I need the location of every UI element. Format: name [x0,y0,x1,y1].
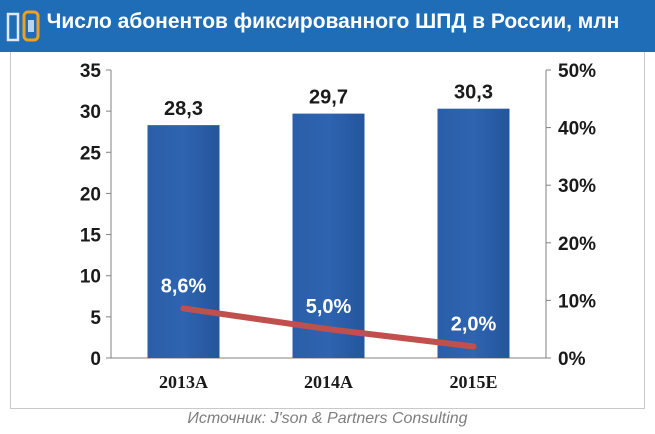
y-tick-label-right: 10% [558,291,596,312]
x-tick-label: 2015Е [449,372,497,392]
y-tick-label-right: 30% [558,176,596,197]
y-tick-label-left: 10 [80,267,101,288]
y-tick-label-right: 0% [558,349,586,370]
chart-title: Число абонентов фиксированного ШПД в Рос… [46,10,620,33]
y-tick-label-left: 30 [80,102,101,123]
y-tick-label-right: 50% [558,61,596,82]
chart-panel: 0 5 10 15 20 25 30 35 0% 10% 20% 30% 40% 50% 28,3 2013А… [10,52,645,409]
bar [147,125,220,358]
x-tick-label: 2013А [159,372,208,392]
source-note: Источник: J'son & Partners Consulting [187,410,468,427]
bar-value-label: 29,7 [309,87,348,109]
bar-value-label: 30,3 [454,82,493,104]
line-value-label: 8,6% [161,275,207,297]
y-tick-label-left: 15 [80,226,102,247]
chart: 0 5 10 15 20 25 30 35 0% 10% 20% 30% 40% 50% 28,3 2013А… [80,61,596,392]
y-tick-label-right: 40% [558,119,596,140]
y-tick-label-right: 20% [558,234,596,255]
y-tick-label-left: 35 [80,61,102,82]
y-tick-label-left: 25 [80,143,102,164]
logo-icon [6,10,40,42]
y-tick-label-left: 20 [80,184,101,205]
bar-value-label: 28,3 [164,98,203,120]
y-tick-label-left: 0 [90,349,101,370]
y-tick-label-left: 5 [90,308,101,329]
bar [292,113,365,359]
line-value-label: 2,0% [451,313,497,335]
title-bar: Число абонентов фиксированного ШПД в Рос… [0,0,655,52]
line-value-label: 5,0% [306,296,352,318]
bar [437,108,510,358]
line-series [180,305,477,350]
x-tick-label: 2014А [304,372,353,392]
